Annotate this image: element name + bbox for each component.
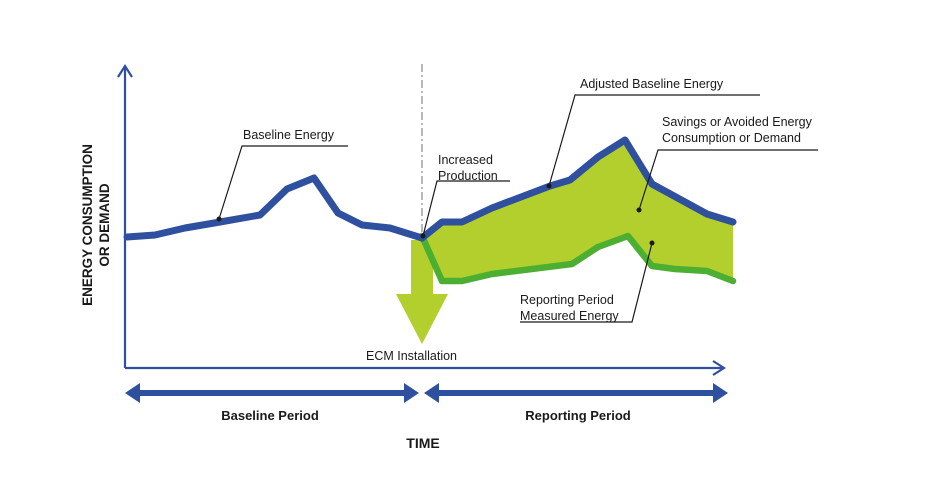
- label-baseline-period: Baseline Period: [221, 408, 319, 423]
- leader-savings: [638, 149, 818, 211]
- label-reporting-period: Reporting Period: [525, 408, 631, 423]
- y-axis-arrowhead: [117, 63, 133, 78]
- leader-baseline: [218, 145, 348, 220]
- y-axis-title-line1: ENERGY CONSUMPTION: [80, 144, 95, 306]
- leader-lines: [218, 94, 818, 323]
- label-measured-energy-2: Measured Energy: [520, 309, 619, 323]
- label-ecm-installation: ECM Installation: [366, 349, 457, 363]
- adjusted-baseline-energy-line: [418, 136, 737, 242]
- ecm-down-arrow: [396, 240, 448, 344]
- axes: [117, 63, 727, 376]
- label-adjusted-baseline: Adjusted Baseline Energy: [580, 77, 724, 91]
- reporting-measured-energy-line: [418, 232, 737, 285]
- leader-adjusted-baseline: [548, 94, 760, 187]
- label-savings-2: Consumption or Demand: [662, 131, 801, 145]
- label-increased-production-2: Production: [438, 169, 498, 183]
- reporting-period-arrow: [424, 383, 728, 403]
- baseline-energy-line: [123, 174, 426, 242]
- label-baseline-energy: Baseline Energy: [243, 128, 335, 142]
- baseline-period-arrow: [125, 383, 419, 403]
- label-savings-1: Savings or Avoided Energy: [662, 115, 813, 129]
- savings-area: [422, 140, 733, 281]
- x-axis-title: TIME: [406, 435, 439, 451]
- leader-measured: [520, 242, 653, 323]
- label-increased-production-1: Increased: [438, 153, 493, 167]
- x-axis-arrowhead: [712, 360, 727, 376]
- y-axis-title-line2: OR DEMAND: [97, 183, 112, 266]
- leader-increased-production: [422, 180, 510, 237]
- leader-dots: [216, 183, 655, 246]
- label-measured-energy-1: Reporting Period: [520, 293, 614, 307]
